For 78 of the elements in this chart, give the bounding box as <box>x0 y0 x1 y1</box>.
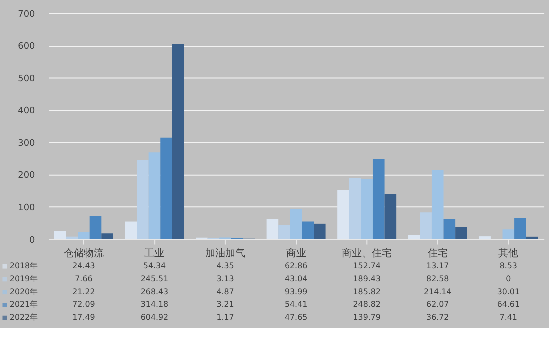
data-label: 21.22 <box>72 287 96 296</box>
bar <box>456 227 468 240</box>
legend-label: 2018年 <box>10 262 38 271</box>
bar <box>432 170 444 240</box>
y-tick-label: 100 <box>18 204 36 214</box>
data-label: 62.07 <box>426 300 450 310</box>
x-tick-label: 商业 <box>286 248 306 260</box>
data-label: 30.01 <box>497 287 520 296</box>
data-label: 54.34 <box>143 262 166 271</box>
legend-label: 2021年 <box>10 300 38 310</box>
bar <box>444 219 456 240</box>
data-label: 17.49 <box>72 313 96 322</box>
bar <box>148 152 161 240</box>
bar <box>361 179 373 240</box>
data-label: 314.18 <box>140 300 169 310</box>
bar <box>278 225 290 240</box>
bar <box>90 216 102 240</box>
x-tick-label: 其他 <box>498 248 519 260</box>
bar <box>502 230 515 240</box>
data-label: 604.92 <box>140 313 169 322</box>
legend-label: 2019年 <box>10 274 38 284</box>
data-label: 7.66 <box>75 274 93 284</box>
y-tick-label: 0 <box>30 236 36 246</box>
bar <box>514 218 526 240</box>
data-label: 47.65 <box>284 313 308 322</box>
data-label: 189.43 <box>353 274 381 284</box>
data-label: 62.86 <box>284 262 308 271</box>
y-tick-label: 700 <box>18 10 36 20</box>
data-label: 43.04 <box>284 274 308 284</box>
bar <box>526 236 538 240</box>
data-label: 152.74 <box>353 262 381 271</box>
bar <box>78 232 90 240</box>
bar <box>302 222 314 240</box>
data-label: 64.61 <box>497 300 520 310</box>
data-label: 0 <box>506 274 512 284</box>
y-tick-label: 200 <box>18 171 36 182</box>
bar <box>349 178 362 240</box>
data-label: 3.13 <box>216 274 234 284</box>
x-tick-label: 住宅 <box>428 248 448 260</box>
y-tick-label: 600 <box>18 42 36 52</box>
bar <box>372 159 385 240</box>
data-label: 139.79 <box>353 313 381 322</box>
data-label: 1.17 <box>216 313 234 322</box>
legend-label: 2022年 <box>10 313 38 322</box>
data-label: 82.58 <box>426 274 450 284</box>
data-label: 268.43 <box>140 287 169 296</box>
data-label: 13.17 <box>426 262 450 271</box>
x-tick-label: 仓储物流 <box>64 248 104 260</box>
data-label: 4.87 <box>216 287 234 296</box>
data-label: 214.14 <box>424 287 452 296</box>
bar <box>160 138 172 240</box>
bar <box>66 236 78 240</box>
data-label: 245.51 <box>140 274 169 284</box>
data-label: 72.09 <box>72 300 96 310</box>
bar <box>290 208 302 240</box>
bar <box>102 234 114 240</box>
data-label: 8.53 <box>500 262 518 271</box>
bar <box>137 160 149 240</box>
y-tick-label: 400 <box>18 106 36 117</box>
legend-label: 2020年 <box>10 287 38 296</box>
bar <box>420 212 432 240</box>
data-label: 93.99 <box>284 287 308 296</box>
x-tick-label: 工业 <box>144 248 165 260</box>
data-label: 248.82 <box>353 300 381 310</box>
x-tick-label: 加油加气 <box>206 248 246 260</box>
bar <box>172 44 184 240</box>
y-tick-label: 500 <box>18 74 36 84</box>
data-label: 7.41 <box>500 313 518 322</box>
data-label: 185.82 <box>353 287 381 296</box>
bar <box>384 194 397 240</box>
data-label: 54.41 <box>284 300 308 310</box>
x-tick-label: 商业、住宅 <box>342 248 392 260</box>
data-label: 24.43 <box>72 262 96 271</box>
bar <box>314 224 326 240</box>
data-label: 4.35 <box>216 262 234 271</box>
data-label: 36.72 <box>426 313 450 322</box>
y-tick-label: 300 <box>18 138 36 149</box>
data-label: 3.21 <box>216 300 234 310</box>
